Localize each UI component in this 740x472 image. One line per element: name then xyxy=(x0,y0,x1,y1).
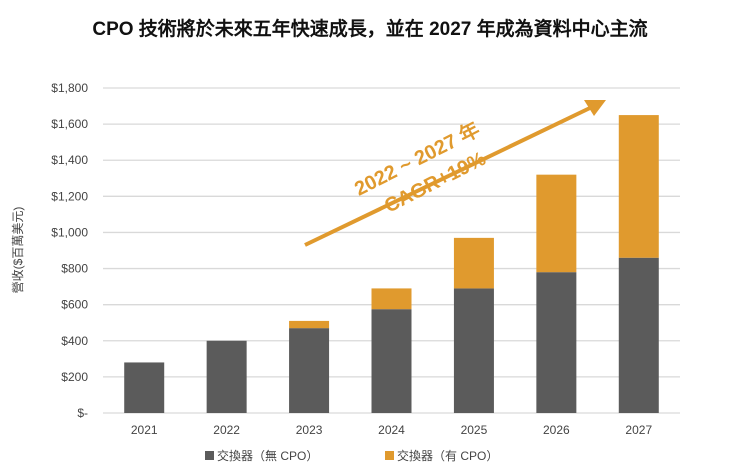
x-tick-label: 2023 xyxy=(296,423,323,437)
bar-segment xyxy=(289,328,330,413)
x-tick-label: 2025 xyxy=(461,423,488,437)
legend-swatch xyxy=(385,451,394,460)
y-tick-label: $1,400 xyxy=(51,153,88,167)
y-tick-label: $200 xyxy=(61,370,88,384)
bar-segment xyxy=(124,362,165,413)
x-tick-label: 2026 xyxy=(543,423,570,437)
x-tick-label: 2027 xyxy=(625,423,652,437)
x-tick-label: 2021 xyxy=(131,423,158,437)
arrow-head xyxy=(584,100,606,116)
bar-segment xyxy=(536,272,577,413)
bar-segment xyxy=(453,237,494,289)
x-tick-label: 2022 xyxy=(213,423,240,437)
y-tick-label: $400 xyxy=(61,334,88,348)
bar-segment xyxy=(289,320,330,329)
y-tick-label: $600 xyxy=(61,298,88,312)
y-tick-label: $1,200 xyxy=(51,189,88,203)
y-tick-label: $1,800 xyxy=(51,81,88,95)
bar-segment xyxy=(536,174,577,273)
bar-segment xyxy=(453,288,494,413)
trend-arrow xyxy=(304,105,593,247)
y-axis-label: 營收($百萬美元) xyxy=(11,207,25,294)
bar-segment xyxy=(618,115,659,258)
chart-title: CPO 技術將於未來五年快速成長，並在 2027 年成為資料中心主流 xyxy=(92,19,648,40)
legend-swatch xyxy=(205,451,214,460)
y-tick-label: $- xyxy=(77,406,88,420)
bar-segment xyxy=(206,340,247,413)
bar-segment xyxy=(371,309,412,413)
y-tick-label: $1,600 xyxy=(51,117,88,131)
x-tick-label: 2024 xyxy=(378,423,405,437)
y-tick-label: $800 xyxy=(61,262,88,276)
y-tick-label: $1,000 xyxy=(51,225,88,239)
bar-segment xyxy=(371,288,412,310)
legend-label: 交換器（無 CPO） xyxy=(217,448,318,463)
bar-segment xyxy=(618,257,659,413)
legend-label: 交換器（有 CPO） xyxy=(397,448,498,463)
